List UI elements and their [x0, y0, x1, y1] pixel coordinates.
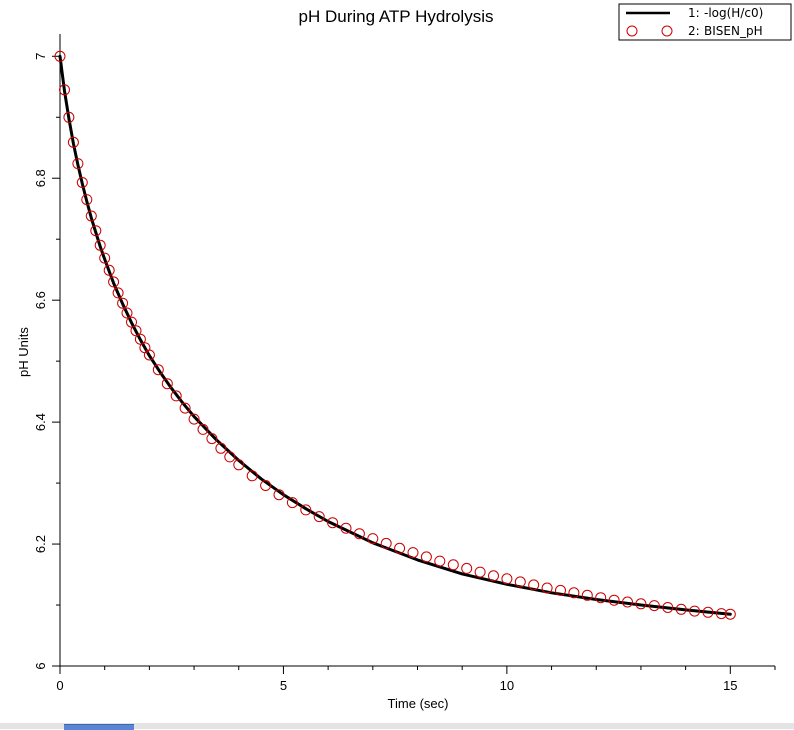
data-point [528, 579, 540, 591]
data-point [103, 264, 115, 276]
data-point [121, 307, 133, 319]
data-point [514, 576, 526, 588]
data-point [300, 504, 312, 516]
data-point [72, 158, 84, 170]
data-point [689, 605, 701, 617]
x-tick-label: 5 [280, 678, 287, 693]
data-point [635, 598, 647, 610]
data-point [555, 584, 566, 596]
legend: 1: -log(H/c0) 2: BISEN_pH [618, 3, 792, 41]
y-tick-label: 6.4 [33, 413, 48, 431]
data-point [197, 423, 209, 435]
data-point [313, 511, 325, 523]
plot-area [54, 50, 736, 620]
data-point [246, 470, 258, 482]
axes: 0 5 10 15 6 6.2 6.4 6.6 6.8 7 [33, 34, 776, 693]
data-point [407, 547, 419, 559]
data-point [488, 570, 499, 582]
y-tick-label: 7 [33, 53, 48, 60]
x-tick-label: 10 [500, 678, 514, 693]
y-tick-label: 6.2 [33, 535, 48, 553]
data-point [581, 589, 593, 601]
data-point [568, 587, 580, 599]
data-point [134, 333, 146, 345]
data-point [595, 592, 607, 604]
legend-index-1: 1: [688, 6, 700, 20]
data-point [622, 596, 633, 608]
data-point [434, 555, 446, 567]
y-axis-label: pH Units [16, 327, 31, 377]
data-point [67, 136, 79, 148]
data-point [108, 276, 120, 288]
legend-index-2: 2: [688, 24, 700, 38]
data-point [90, 225, 102, 237]
data-point [541, 582, 553, 594]
data-point [286, 497, 298, 509]
data-point [152, 364, 164, 376]
data-point [94, 239, 106, 251]
data-point [63, 111, 75, 123]
data-point [273, 489, 285, 501]
bottom-scroll-bar[interactable] [0, 723, 794, 729]
data-point [715, 608, 727, 620]
data-point [143, 349, 155, 361]
data-point [85, 210, 97, 222]
legend-label-1: -log(H/c0) [704, 6, 763, 20]
data-point [161, 378, 173, 390]
data-point [648, 600, 660, 612]
data-point [170, 390, 182, 402]
legend-marker-sample-b [661, 25, 673, 37]
data-point [461, 562, 473, 574]
data-point [188, 413, 200, 425]
data-point [340, 522, 352, 534]
data-point [81, 194, 93, 206]
data-point [233, 459, 245, 471]
data-point [420, 551, 432, 563]
data-point [215, 442, 227, 454]
data-point [447, 559, 459, 571]
legend-label-2: BISEN_pH [704, 24, 763, 38]
series-line-1 [58, 54, 732, 616]
data-point [327, 517, 339, 529]
data-point [117, 297, 129, 309]
data-point [474, 566, 486, 578]
data-point [380, 537, 392, 549]
data-point [702, 606, 714, 618]
data-point [675, 603, 687, 615]
data-point [54, 50, 66, 62]
data-point [394, 542, 406, 554]
data-point [179, 402, 191, 414]
data-point [353, 528, 365, 540]
data-point [99, 252, 111, 264]
x-tick-label: 0 [56, 678, 63, 693]
data-point [206, 433, 218, 445]
data-point [724, 608, 736, 620]
data-point [367, 533, 379, 545]
legend-box [618, 3, 792, 41]
chart-title: pH During ATP Hydrolysis [299, 7, 494, 26]
x-axis-label: Time (sec) [388, 696, 449, 711]
legend-marker-sample-a [626, 25, 638, 37]
y-tick-label: 6.6 [33, 291, 48, 309]
data-point [501, 573, 513, 585]
data-point [662, 602, 674, 613]
data-point [112, 287, 124, 299]
y-tick-label: 6.8 [33, 169, 48, 187]
data-point [608, 594, 620, 606]
bottom-tab[interactable] [64, 724, 134, 730]
data-point [130, 325, 142, 337]
x-tick-label: 15 [723, 678, 737, 693]
y-tick-label: 6 [33, 662, 48, 669]
data-point [224, 451, 236, 463]
data-point [260, 480, 272, 491]
data-point [126, 316, 137, 328]
data-point [76, 177, 88, 188]
data-point [59, 84, 70, 96]
